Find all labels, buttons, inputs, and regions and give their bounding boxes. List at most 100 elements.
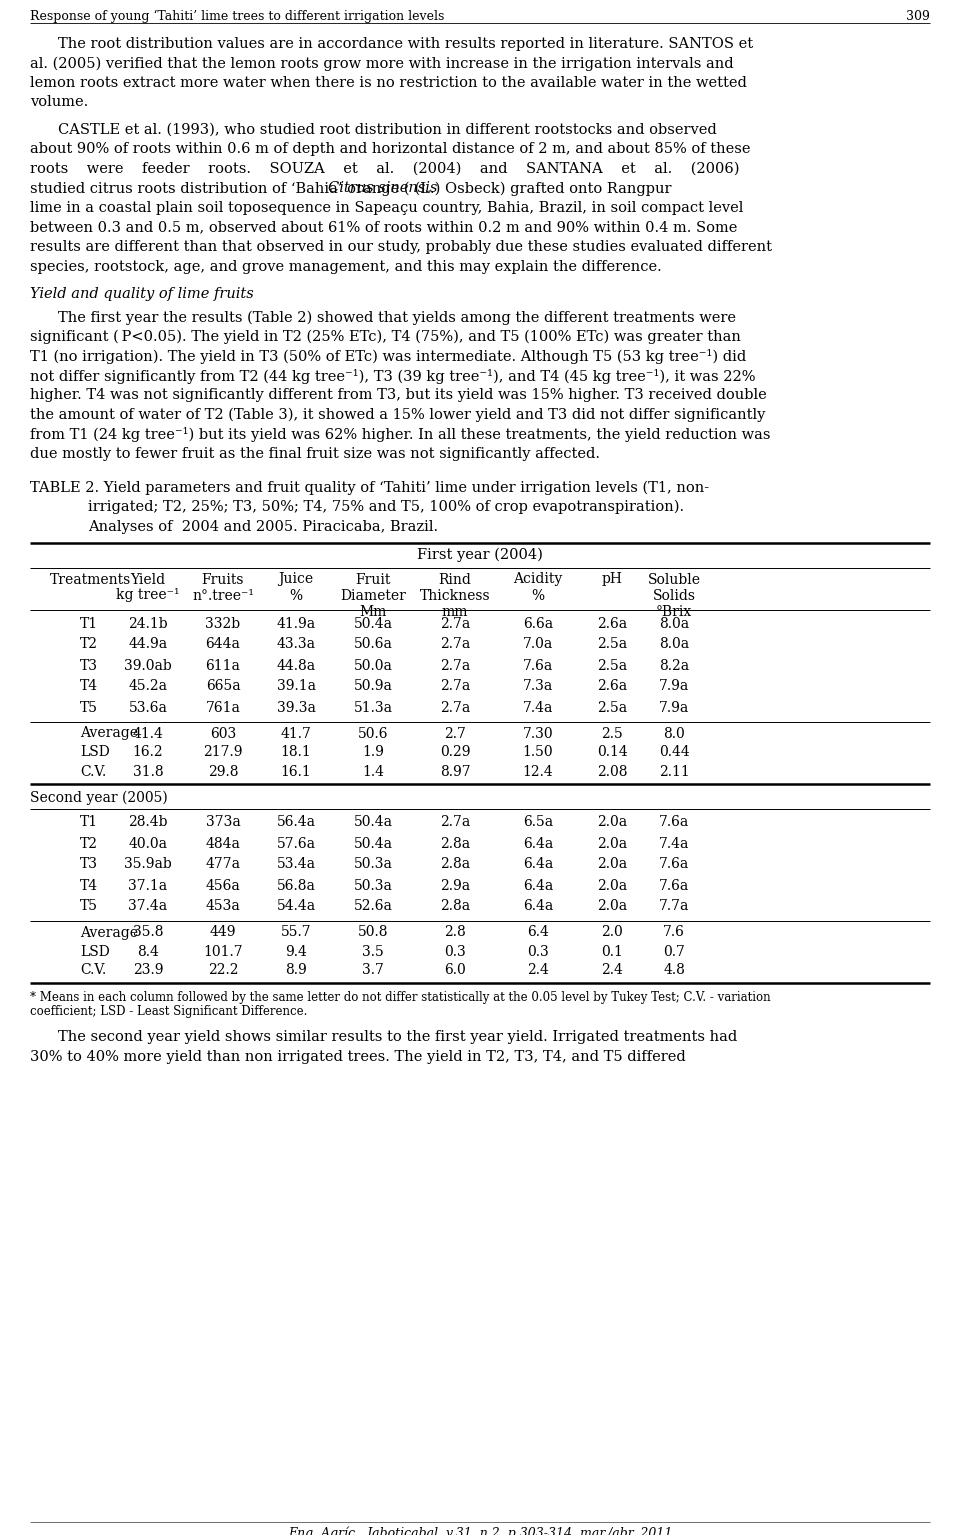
Text: 8.0a: 8.0a [659, 617, 689, 631]
Text: 35.8: 35.8 [132, 926, 163, 939]
Text: 8.2a: 8.2a [659, 659, 689, 672]
Text: 7.9a: 7.9a [659, 700, 689, 714]
Text: mm: mm [442, 605, 468, 619]
Text: 8.97: 8.97 [440, 764, 470, 778]
Text: 40.0a: 40.0a [129, 837, 167, 850]
Text: 7.6a: 7.6a [523, 659, 553, 672]
Text: LSD: LSD [80, 944, 109, 958]
Text: Soluble: Soluble [647, 573, 701, 586]
Text: 8.0a: 8.0a [659, 637, 689, 651]
Text: 2.7a: 2.7a [440, 617, 470, 631]
Text: 1.50: 1.50 [522, 746, 553, 760]
Text: 6.4a: 6.4a [523, 837, 553, 850]
Text: 309: 309 [906, 11, 930, 23]
Text: from T1 (24 kg tree⁻¹) but its yield was 62% higher. In all these treatments, th: from T1 (24 kg tree⁻¹) but its yield was… [30, 428, 771, 442]
Text: Mm: Mm [359, 605, 387, 619]
Text: volume.: volume. [30, 95, 88, 109]
Text: 0.1: 0.1 [601, 944, 623, 958]
Text: 44.9a: 44.9a [129, 637, 168, 651]
Text: 2.0a: 2.0a [597, 815, 627, 829]
Text: 8.4: 8.4 [137, 944, 159, 958]
Text: Thickness: Thickness [420, 588, 491, 603]
Text: 52.6a: 52.6a [353, 900, 393, 913]
Text: 2.5a: 2.5a [597, 659, 627, 672]
Text: 50.3a: 50.3a [353, 858, 393, 872]
Text: Solids: Solids [653, 588, 695, 603]
Text: 2.08: 2.08 [597, 764, 627, 778]
Text: 1.4: 1.4 [362, 764, 384, 778]
Text: al. (2005) verified that the lemon roots grow more with increase in the irrigati: al. (2005) verified that the lemon roots… [30, 57, 733, 71]
Text: 2.0a: 2.0a [597, 858, 627, 872]
Text: Treatments: Treatments [50, 573, 132, 586]
Text: Average: Average [80, 926, 138, 939]
Text: 7.7a: 7.7a [659, 900, 689, 913]
Text: 2.7a: 2.7a [440, 700, 470, 714]
Text: LSD: LSD [80, 746, 109, 760]
Text: 7.9a: 7.9a [659, 680, 689, 694]
Text: C.V.: C.V. [80, 964, 107, 978]
Text: Citrus sinensis: Citrus sinensis [328, 181, 437, 195]
Text: 2.7a: 2.7a [440, 659, 470, 672]
Text: 56.8a: 56.8a [276, 878, 316, 892]
Text: 50.6: 50.6 [358, 726, 388, 740]
Text: about 90% of roots within 0.6 m of depth and horizontal distance of 2 m, and abo: about 90% of roots within 0.6 m of depth… [30, 143, 751, 157]
Text: T4: T4 [80, 878, 98, 892]
Text: 2.5a: 2.5a [597, 700, 627, 714]
Text: 50.9a: 50.9a [353, 680, 393, 694]
Text: 456a: 456a [205, 878, 240, 892]
Text: 50.6a: 50.6a [353, 637, 393, 651]
Text: T1: T1 [80, 617, 98, 631]
Text: 55.7: 55.7 [280, 926, 311, 939]
Text: 50.0a: 50.0a [353, 659, 393, 672]
Text: 28.4b: 28.4b [129, 815, 168, 829]
Text: 611a: 611a [205, 659, 240, 672]
Text: Yield: Yield [131, 573, 165, 586]
Text: 2.8a: 2.8a [440, 858, 470, 872]
Text: the amount of water of T2 (Table 3), it showed a 15% lower yield and T3 did not : the amount of water of T2 (Table 3), it … [30, 408, 765, 422]
Text: 39.1a: 39.1a [276, 680, 316, 694]
Text: (L.) Osbeck) grafted onto Rangpur: (L.) Osbeck) grafted onto Rangpur [410, 181, 671, 196]
Text: %: % [532, 588, 544, 603]
Text: Second year (2005): Second year (2005) [30, 791, 168, 804]
Text: 44.8a: 44.8a [276, 659, 316, 672]
Text: Fruits: Fruits [202, 573, 244, 586]
Text: 7.6a: 7.6a [659, 858, 689, 872]
Text: species, rootstock, age, and grove management, and this may explain the differen: species, rootstock, age, and grove manag… [30, 259, 661, 273]
Text: 41.7: 41.7 [280, 726, 311, 740]
Text: 2.7a: 2.7a [440, 815, 470, 829]
Text: 18.1: 18.1 [280, 746, 311, 760]
Text: 2.5a: 2.5a [597, 637, 627, 651]
Text: T2: T2 [80, 837, 98, 850]
Text: 54.4a: 54.4a [276, 900, 316, 913]
Text: coefficient; LSD - Least Significant Difference.: coefficient; LSD - Least Significant Dif… [30, 1004, 307, 1018]
Text: First year (2004): First year (2004) [417, 548, 543, 562]
Text: 16.2: 16.2 [132, 746, 163, 760]
Text: higher. T4 was not significantly different from T3, but its yield was 15% higher: higher. T4 was not significantly differe… [30, 388, 767, 402]
Text: 477a: 477a [205, 858, 241, 872]
Text: 2.8a: 2.8a [440, 900, 470, 913]
Text: T3: T3 [80, 659, 98, 672]
Text: studied citrus roots distribution of ‘Bahia’ orange (: studied citrus roots distribution of ‘Ba… [30, 181, 410, 196]
Text: 2.8: 2.8 [444, 926, 466, 939]
Text: 2.7: 2.7 [444, 726, 466, 740]
Text: 1.9: 1.9 [362, 746, 384, 760]
Text: 50.8: 50.8 [358, 926, 388, 939]
Text: 29.8: 29.8 [207, 764, 238, 778]
Text: %: % [289, 588, 302, 603]
Text: 7.3a: 7.3a [523, 680, 553, 694]
Text: 373a: 373a [205, 815, 240, 829]
Text: lime in a coastal plain soil toposequence in Sapeaçu country, Bahia, Brazil, in : lime in a coastal plain soil toposequenc… [30, 201, 743, 215]
Text: 2.9a: 2.9a [440, 878, 470, 892]
Text: 39.0ab: 39.0ab [124, 659, 172, 672]
Text: 57.6a: 57.6a [276, 837, 316, 850]
Text: 2.0a: 2.0a [597, 900, 627, 913]
Text: 31.8: 31.8 [132, 764, 163, 778]
Text: results are different than that observed in our study, probably due these studie: results are different than that observed… [30, 239, 772, 253]
Text: 6.4a: 6.4a [523, 878, 553, 892]
Text: 6.4a: 6.4a [523, 900, 553, 913]
Text: 51.3a: 51.3a [353, 700, 393, 714]
Text: 35.9ab: 35.9ab [124, 858, 172, 872]
Text: 53.6a: 53.6a [129, 700, 167, 714]
Text: lemon roots extract more water when there is no restriction to the available wat: lemon roots extract more water when ther… [30, 77, 747, 91]
Text: Eng. Agríc., Jaboticabal, v.31, n.2, p.303-314, mar./abr. 2011: Eng. Agríc., Jaboticabal, v.31, n.2, p.3… [288, 1527, 672, 1535]
